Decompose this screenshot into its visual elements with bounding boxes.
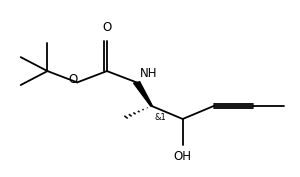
Text: NH: NH (140, 67, 157, 80)
Text: O: O (102, 21, 112, 34)
Text: &1: &1 (154, 113, 166, 122)
Polygon shape (134, 82, 152, 106)
Text: OH: OH (174, 150, 192, 163)
Text: O: O (68, 73, 77, 86)
